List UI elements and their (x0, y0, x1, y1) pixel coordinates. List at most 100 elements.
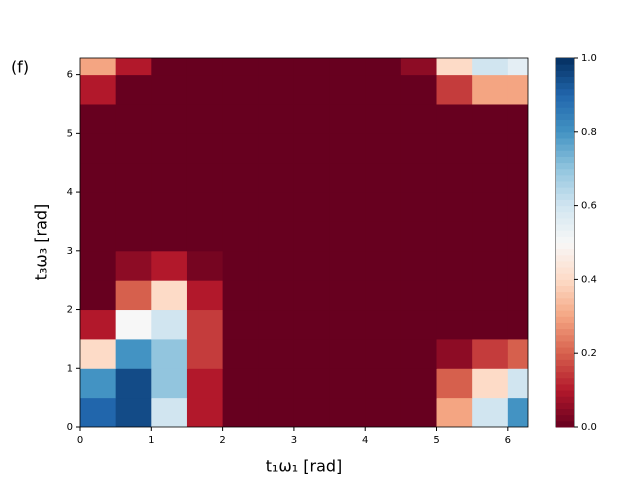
heat-cell (222, 221, 259, 252)
heat-cell (151, 133, 188, 164)
colorbar-swatch (556, 297, 574, 305)
heat-cell (365, 162, 402, 193)
heat-cell (329, 192, 366, 222)
heat-cell (293, 221, 331, 252)
heat-cell (507, 103, 528, 134)
heat-cell (400, 74, 438, 105)
colorbar-tick-label: 0.0 (581, 422, 597, 433)
heat-cell (400, 338, 438, 369)
heat-cell (258, 309, 295, 340)
heat-cell (80, 309, 117, 340)
y-tick-label: 2 (67, 305, 73, 316)
colorbar-swatch (556, 187, 574, 194)
colorbar-swatch (556, 101, 574, 108)
heat-cell (80, 397, 117, 427)
heat-cell (222, 103, 259, 134)
heat-cell (365, 133, 402, 164)
heat-cell (186, 221, 224, 252)
colorbar-swatch (556, 359, 574, 366)
colorbar-swatch (556, 414, 574, 422)
heat-cell (436, 397, 473, 427)
heat-cell (258, 368, 295, 399)
heat-cell (436, 133, 473, 164)
heat-cell (115, 58, 152, 76)
colorbar-swatch (556, 88, 574, 96)
x-tick-label: 4 (362, 435, 368, 446)
colorbar-swatch (556, 267, 574, 274)
colorbar-swatch (556, 211, 574, 219)
heat-cell (436, 280, 473, 311)
heat-cell (329, 103, 366, 134)
colorbar-swatch (556, 70, 574, 77)
y-tick-label: 4 (67, 187, 73, 198)
heat-cell (400, 221, 438, 252)
colorbar-swatch (556, 340, 574, 348)
colorbar-swatch (556, 174, 574, 182)
colorbar-swatch (556, 334, 574, 342)
y-tick-label: 6 (67, 70, 73, 81)
heat-cell (151, 280, 188, 311)
heat-cell (365, 338, 402, 369)
colorbar-swatch (556, 254, 574, 262)
heat-cell (400, 192, 438, 222)
colorbar-swatch (556, 230, 574, 237)
colorbar-swatch (556, 248, 574, 256)
colorbar-swatch (556, 402, 574, 410)
colorbar-swatch (556, 193, 574, 200)
heatmap (80, 58, 528, 427)
heat-cell (436, 338, 473, 369)
heat-cell (329, 368, 366, 399)
heat-cell (365, 74, 402, 105)
heat-cell (186, 338, 224, 369)
colorbar-tick-label: 1.0 (581, 53, 597, 64)
heat-cell (222, 368, 259, 399)
x-axis-label: t₁ω₁ [rad] (266, 457, 343, 476)
heat-cell (186, 74, 224, 105)
colorbar-swatch (556, 291, 574, 299)
heat-cell (151, 250, 188, 281)
heat-cell (115, 74, 152, 105)
heat-cell (151, 58, 188, 76)
heat-cell (507, 162, 528, 193)
heat-cell (222, 192, 259, 222)
heat-cell (258, 397, 295, 427)
colorbar-swatch (556, 205, 574, 213)
heat-cell (258, 103, 295, 134)
heat-cell (115, 192, 152, 222)
heat-cell (436, 58, 473, 76)
heat-cell (186, 250, 224, 281)
colorbar-swatch (556, 217, 574, 225)
heat-cell (186, 309, 224, 340)
heat-cell (400, 368, 438, 399)
heat-cell (365, 58, 402, 76)
heat-cell (186, 397, 224, 427)
heat-cell (151, 338, 188, 369)
heat-cell (293, 368, 331, 399)
colorbar-swatch (556, 322, 574, 330)
colorbar-swatch (556, 310, 574, 317)
y-tick-label: 1 (67, 363, 73, 374)
colorbar-swatch (556, 353, 574, 360)
heat-cell (329, 221, 366, 252)
heat-cell (115, 280, 152, 311)
heat-cell (472, 280, 509, 311)
colorbar-swatch (556, 76, 574, 84)
colorbar-tick-label: 0.2 (581, 348, 597, 359)
heat-cell (400, 397, 438, 427)
heat-cell (329, 58, 366, 76)
heat-cell (436, 309, 473, 340)
heat-cell (258, 338, 295, 369)
heat-cell (329, 133, 366, 164)
heat-cell (365, 368, 402, 399)
heat-cell (258, 58, 295, 76)
heat-cell (258, 250, 295, 281)
plot-frame (79, 57, 529, 428)
heat-cell (436, 192, 473, 222)
heat-cell (507, 250, 528, 281)
heat-cell (80, 221, 117, 252)
colorbar-swatch (556, 119, 574, 127)
heat-cell (507, 58, 528, 76)
heat-cell (186, 103, 224, 134)
heat-cell (222, 338, 259, 369)
